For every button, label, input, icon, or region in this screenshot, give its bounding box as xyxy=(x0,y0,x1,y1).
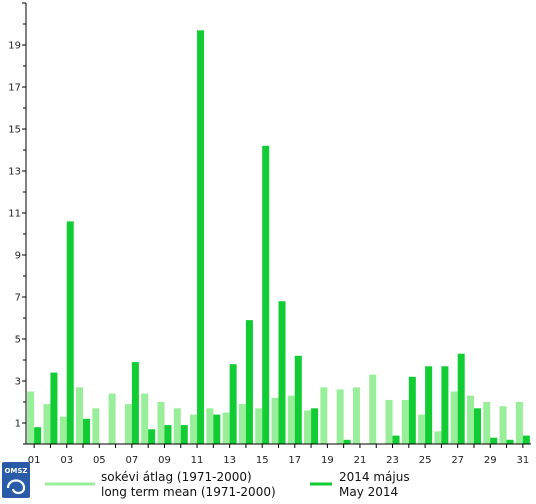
bar-long-term-mean-day-5 xyxy=(92,408,100,444)
x-tick-label: 31 xyxy=(516,455,529,466)
x-tick-label: 21 xyxy=(354,455,367,466)
x-tick-label: 27 xyxy=(451,455,464,466)
bar-may-2014-day-2 xyxy=(50,372,58,444)
bar-long-term-mean-day-12 xyxy=(206,408,214,444)
omsz-logo-text: OMSZ xyxy=(4,467,27,475)
bar-long-term-mean-day-26 xyxy=(434,431,442,444)
bar-long-term-mean-day-14 xyxy=(238,404,246,444)
omsz-logo: OMSZ xyxy=(2,462,30,498)
bar-long-term-mean-day-30 xyxy=(499,406,507,444)
bar-may-2014-day-20 xyxy=(343,439,351,444)
x-tick-label: 13 xyxy=(223,455,236,466)
y-tick-label: 19 xyxy=(8,41,21,52)
bar-may-2014-day-1 xyxy=(34,427,42,444)
y-tick-label: 3 xyxy=(15,377,21,388)
x-tick-label: 09 xyxy=(158,455,171,466)
y-tick-label: 15 xyxy=(8,125,21,136)
x-tick-label: 19 xyxy=(321,455,334,466)
x-tick-label: 15 xyxy=(256,455,269,466)
bar-may-2014-day-26 xyxy=(441,366,449,444)
x-tick-label: 03 xyxy=(60,455,73,466)
bar-may-2014-day-10 xyxy=(180,425,188,444)
bar-may-2014-day-25 xyxy=(425,366,433,444)
bar-may-2014-day-15 xyxy=(262,145,270,445)
x-tick-label: 29 xyxy=(484,455,497,466)
bar-long-term-mean-day-19 xyxy=(320,387,328,444)
x-tick-label: 11 xyxy=(191,455,204,466)
legend-label-2014-en: May 2014 xyxy=(339,485,398,499)
bar-may-2014-day-13 xyxy=(229,364,237,444)
legend-label-mean-hu: sokévi átlag (1971-2000) xyxy=(101,470,252,484)
x-tick-label: 07 xyxy=(126,455,139,466)
bar-long-term-mean-day-20 xyxy=(336,389,344,444)
bar-may-2014-day-8 xyxy=(148,429,156,444)
bar-long-term-mean-day-6 xyxy=(108,393,116,444)
bar-long-term-mean-day-31 xyxy=(515,402,523,444)
bar-long-term-mean-day-1 xyxy=(27,391,35,444)
bar-long-term-mean-day-24 xyxy=(401,399,409,444)
bar-may-2014-day-11 xyxy=(197,30,205,445)
x-axis: 01 03 05 07 09 11 13 15 17 19 21 23 25 27 29 31 xyxy=(26,443,531,466)
bar-long-term-mean-day-16 xyxy=(271,397,279,444)
bar-may-2014-day-31 xyxy=(522,435,530,444)
bar-long-term-mean-day-29 xyxy=(483,402,491,444)
bar-may-2014-day-23 xyxy=(392,435,400,444)
bar-long-term-mean-day-25 xyxy=(418,414,426,444)
bar-long-term-mean-day-7 xyxy=(124,404,132,444)
bar-long-term-mean-day-21 xyxy=(352,387,360,444)
x-tick-label: 23 xyxy=(386,455,399,466)
bar-may-2014-day-29 xyxy=(490,437,498,444)
x-tick-label: 17 xyxy=(288,455,301,466)
bar-may-2014-day-3 xyxy=(66,221,74,444)
x-tick-label: 25 xyxy=(419,455,432,466)
bar-may-2014-day-9 xyxy=(164,425,172,444)
logo-swirl-icon xyxy=(6,479,26,495)
bar-may-2014-day-24 xyxy=(408,376,416,444)
bar-may-2014-day-16 xyxy=(278,301,286,444)
bar-may-2014-day-30 xyxy=(506,439,514,444)
bar-long-term-mean-day-11 xyxy=(190,414,198,444)
y-tick-label: 5 xyxy=(15,335,21,346)
bar-long-term-mean-day-28 xyxy=(466,395,474,444)
legend: sokévi átlag (1971-2000) long term mean … xyxy=(45,470,410,499)
bar-long-term-mean-day-23 xyxy=(385,399,393,444)
series-may-2014 xyxy=(34,30,530,445)
legend-label-mean-en: long term mean (1971-2000) xyxy=(101,485,276,499)
y-tick-label: 9 xyxy=(15,251,21,262)
bar-long-term-mean-day-27 xyxy=(450,391,458,444)
bar-may-2014-day-27 xyxy=(457,353,465,444)
y-tick-label: 17 xyxy=(8,83,21,94)
bar-long-term-mean-day-22 xyxy=(369,374,377,444)
bar-may-2014-day-17 xyxy=(294,355,302,444)
bar-long-term-mean-day-4 xyxy=(76,387,84,444)
bar-long-term-mean-day-17 xyxy=(287,395,295,444)
series-long-term-mean xyxy=(27,374,523,444)
bar-may-2014-day-28 xyxy=(473,408,481,444)
x-tick-label: 05 xyxy=(93,455,106,466)
bar-long-term-mean-day-3 xyxy=(59,416,67,444)
bar-may-2014-day-4 xyxy=(83,418,91,444)
y-tick-label: 11 xyxy=(8,209,21,220)
bar-may-2014-day-18 xyxy=(311,408,319,444)
bar-may-2014-day-7 xyxy=(131,362,139,444)
y-tick-label: 1 xyxy=(15,419,21,430)
bar-long-term-mean-day-18 xyxy=(304,410,312,444)
bar-long-term-mean-day-15 xyxy=(255,408,263,444)
x-tick-label: 01 xyxy=(28,455,41,466)
bar-may-2014-day-14 xyxy=(245,320,253,444)
bar-long-term-mean-day-10 xyxy=(173,408,181,444)
bar-long-term-mean-day-13 xyxy=(222,412,230,444)
legend-label-2014-hu: 2014 május xyxy=(339,470,410,484)
y-tick-label: 13 xyxy=(8,167,21,178)
bar-long-term-mean-day-2 xyxy=(43,404,51,444)
bar-long-term-mean-day-9 xyxy=(157,402,165,444)
bar-may-2014-day-12 xyxy=(213,414,221,444)
y-tick-label: 7 xyxy=(15,293,21,304)
bar-long-term-mean-day-8 xyxy=(141,393,149,444)
